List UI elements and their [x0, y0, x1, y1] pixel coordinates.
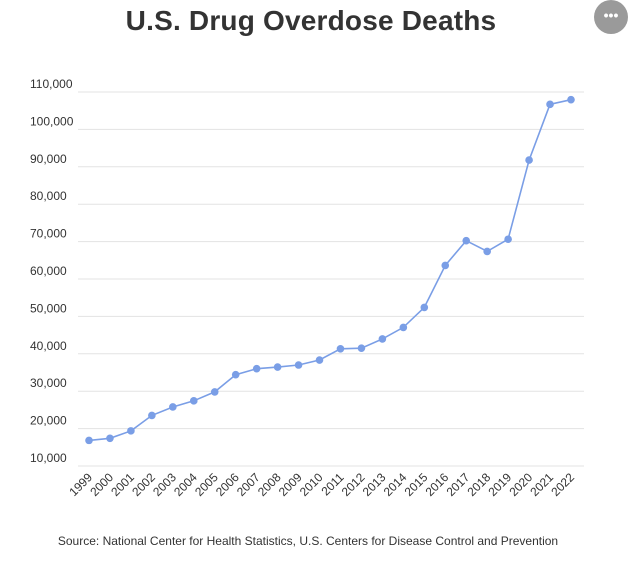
data-point: [546, 100, 554, 109]
data-point: [357, 344, 366, 352]
data-point: [189, 397, 198, 405]
y-tick-label: 80,000: [30, 189, 67, 203]
data-point: [441, 261, 450, 270]
line-chart: 10,000 20,000 30,000 40,000 50,000 60,000 70,0…: [30, 77, 584, 499]
data-point: [378, 335, 387, 343]
data-point: [420, 303, 429, 312]
data-point: [525, 156, 533, 164]
data-point: [336, 344, 345, 353]
y-tick-label: 100,000: [30, 114, 74, 128]
y-tick-label: 90,000: [30, 152, 67, 166]
x-axis: 1999200020012002200320042005200620072008…: [66, 470, 577, 499]
source-note: Source: National Center for Health Stati…: [57, 534, 559, 548]
data-point: [273, 363, 282, 371]
more-options-button[interactable]: •••: [594, 0, 628, 34]
y-tick-label: 60,000: [30, 264, 67, 278]
data-point: [252, 364, 261, 373]
y-tick-label: 110,000: [30, 77, 73, 91]
data-point: [210, 388, 219, 396]
y-tick-label: 30,000: [30, 376, 67, 390]
data-point: [399, 323, 408, 332]
data-point: [148, 411, 156, 420]
series: [85, 95, 575, 445]
data-point: [106, 434, 114, 443]
chart-title: U.S. Drug Overdose Deaths: [125, 5, 497, 36]
data-point: [567, 95, 575, 104]
data-point: [231, 370, 240, 379]
data-point: [85, 436, 93, 445]
data-point: [315, 356, 324, 364]
data-point: [483, 247, 491, 256]
data-point: [294, 361, 303, 369]
x-tick-label: 2022: [548, 470, 577, 499]
data-point: [169, 403, 177, 411]
y-axis: 10,000 20,000 30,000 40,000 50,000 60,000 70,0…: [30, 77, 74, 465]
data-point: [504, 235, 512, 244]
y-tick-label: 10,000: [30, 451, 67, 465]
series-line: [88, 98, 572, 442]
ellipsis-icon: •••: [603, 7, 619, 23]
y-tick-label: 20,000: [30, 414, 67, 428]
y-tick-label: 40,000: [30, 339, 67, 353]
y-tick-label: 50,000: [30, 301, 67, 315]
data-point: [127, 427, 135, 435]
grid: [78, 91, 584, 467]
y-tick-label: 70,000: [30, 227, 67, 241]
data-point: [462, 236, 471, 245]
